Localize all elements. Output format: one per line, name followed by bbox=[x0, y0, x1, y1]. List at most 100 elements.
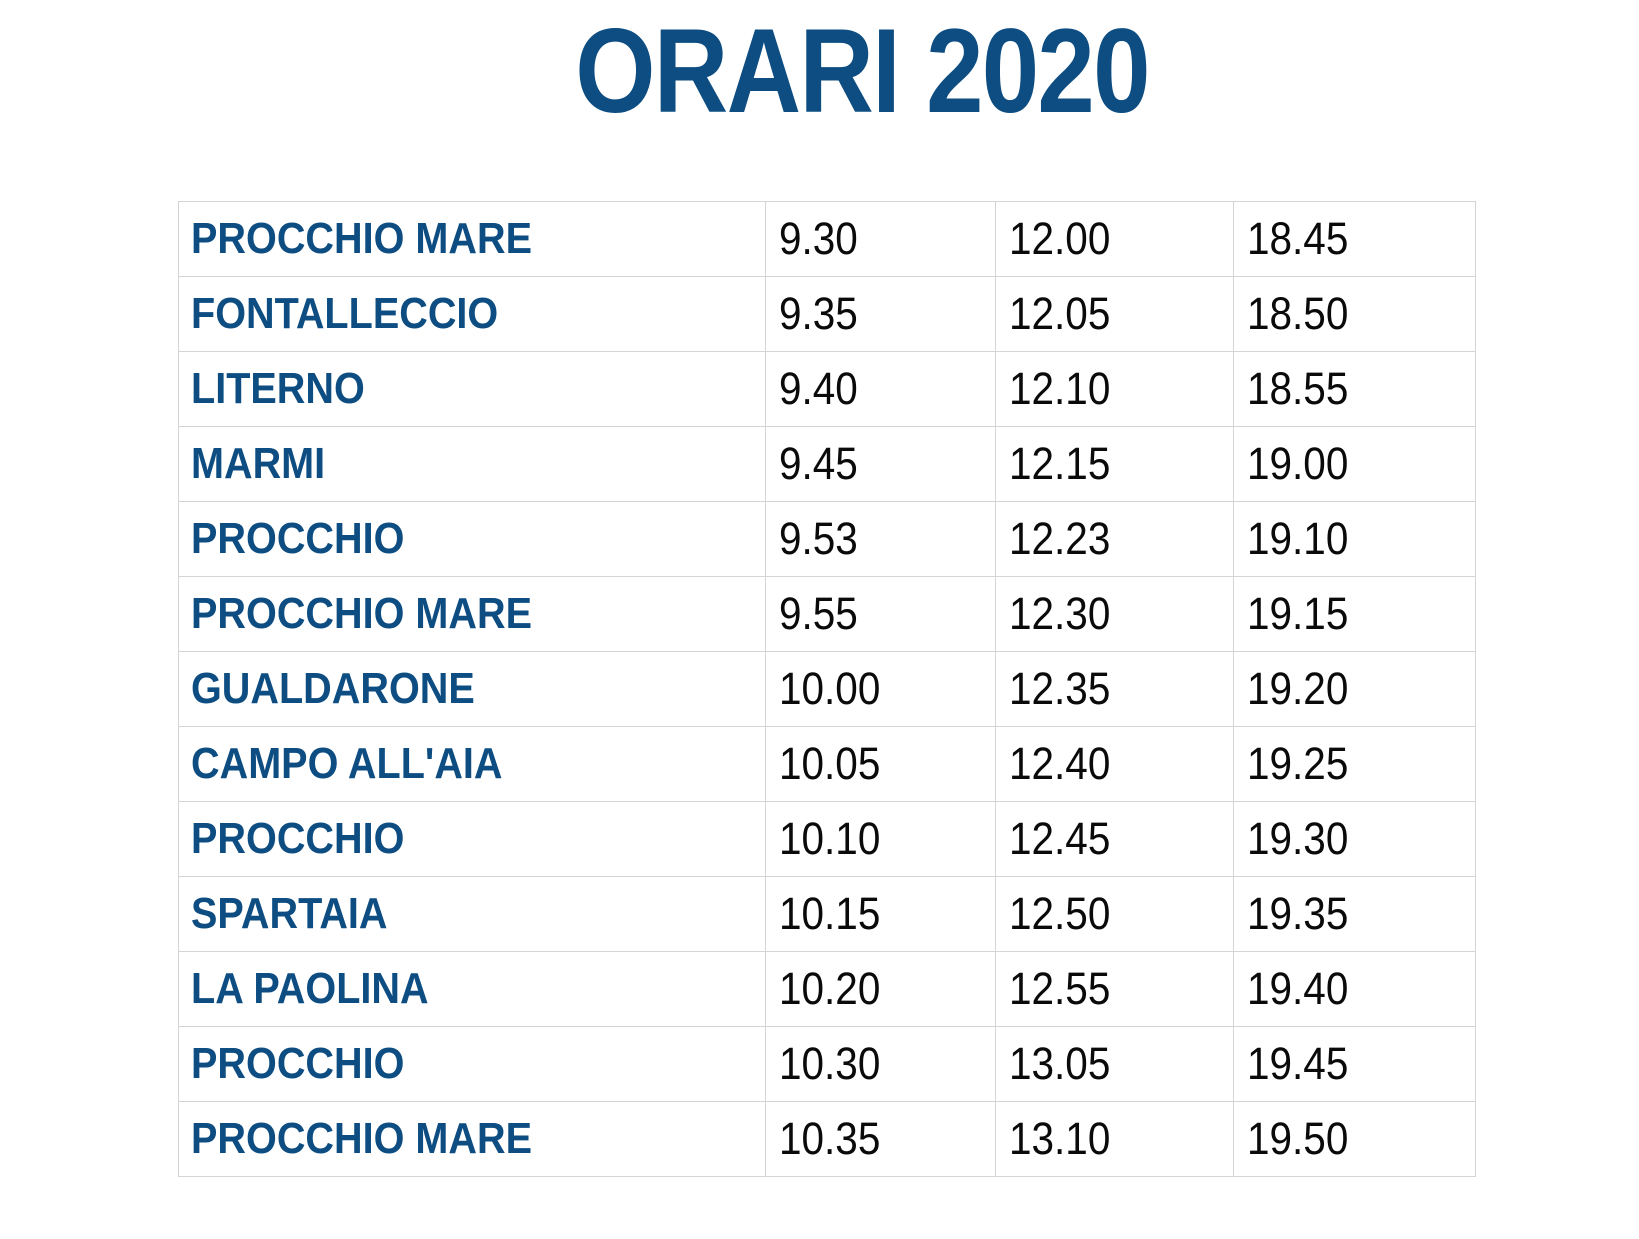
departure-time: 19.35 bbox=[1247, 888, 1349, 939]
departure-time: 9.30 bbox=[779, 213, 858, 264]
table-row: PROCCHIO MARE 10.35 13.10 19.50 bbox=[178, 1101, 1476, 1177]
table-row: GUALDARONE 10.00 12.35 19.20 bbox=[178, 651, 1476, 727]
departure-time: 19.30 bbox=[1247, 813, 1349, 864]
time-cell-2: 12.55 bbox=[995, 951, 1234, 1027]
time-cell-3: 19.30 bbox=[1233, 801, 1476, 877]
departure-time: 12.35 bbox=[1009, 663, 1111, 714]
table-row: MARMI 9.45 12.15 19.00 bbox=[178, 426, 1476, 502]
departure-time: 18.45 bbox=[1247, 213, 1349, 264]
station-name: PROCCHIO bbox=[191, 514, 405, 563]
departure-time: 10.05 bbox=[779, 738, 881, 789]
departure-time: 19.20 bbox=[1247, 663, 1349, 714]
departure-time: 19.40 bbox=[1247, 963, 1349, 1014]
departure-time: 19.45 bbox=[1247, 1038, 1349, 1089]
departure-time: 10.10 bbox=[779, 813, 881, 864]
time-cell-3: 18.45 bbox=[1233, 201, 1476, 277]
time-cell-2: 12.10 bbox=[995, 351, 1234, 427]
station-cell: CAMPO ALL'AIA bbox=[178, 726, 766, 802]
table-row: PROCCHIO 10.10 12.45 19.30 bbox=[178, 801, 1476, 877]
station-cell: PROCCHIO MARE bbox=[178, 576, 766, 652]
table-row: CAMPO ALL'AIA 10.05 12.40 19.25 bbox=[178, 726, 1476, 802]
departure-time: 9.53 bbox=[779, 513, 858, 564]
station-name: FONTALLECCIO bbox=[191, 289, 499, 338]
time-cell-3: 19.20 bbox=[1233, 651, 1476, 727]
station-name: LA PAOLINA bbox=[191, 964, 429, 1013]
time-cell-3: 19.35 bbox=[1233, 876, 1476, 952]
table-row: PROCCHIO 9.53 12.23 19.10 bbox=[178, 501, 1476, 577]
departure-time: 10.30 bbox=[779, 1038, 881, 1089]
time-cell-2: 12.23 bbox=[995, 501, 1234, 577]
table-row: LA PAOLINA 10.20 12.55 19.40 bbox=[178, 951, 1476, 1027]
station-cell: PROCCHIO MARE bbox=[178, 1101, 766, 1177]
table-row: LITERNO 9.40 12.10 18.55 bbox=[178, 351, 1476, 427]
time-cell-3: 19.00 bbox=[1233, 426, 1476, 502]
departure-time: 12.15 bbox=[1009, 438, 1111, 489]
page-title: ORARI 2020 bbox=[575, 4, 1150, 138]
station-name: PROCCHIO MARE bbox=[191, 1114, 533, 1163]
time-cell-2: 12.00 bbox=[995, 201, 1234, 277]
station-name: GUALDARONE bbox=[191, 664, 475, 713]
departure-time: 10.35 bbox=[779, 1113, 881, 1164]
time-cell-1: 10.15 bbox=[765, 876, 996, 952]
station-cell: LA PAOLINA bbox=[178, 951, 766, 1027]
departure-time: 13.05 bbox=[1009, 1038, 1111, 1089]
time-cell-1: 10.10 bbox=[765, 801, 996, 877]
time-cell-3: 19.15 bbox=[1233, 576, 1476, 652]
departure-time: 18.50 bbox=[1247, 288, 1349, 339]
departure-time: 10.00 bbox=[779, 663, 881, 714]
departure-time: 12.00 bbox=[1009, 213, 1111, 264]
table-row: PROCCHIO MARE 9.55 12.30 19.15 bbox=[178, 576, 1476, 652]
time-cell-1: 10.00 bbox=[765, 651, 996, 727]
station-cell: PROCCHIO MARE bbox=[178, 201, 766, 277]
time-cell-1: 10.35 bbox=[765, 1101, 996, 1177]
time-cell-2: 12.50 bbox=[995, 876, 1234, 952]
time-cell-1: 9.35 bbox=[765, 276, 996, 352]
table-row: FONTALLECCIO 9.35 12.05 18.50 bbox=[178, 276, 1476, 352]
time-cell-2: 12.30 bbox=[995, 576, 1234, 652]
time-cell-1: 9.40 bbox=[765, 351, 996, 427]
departure-time: 13.10 bbox=[1009, 1113, 1111, 1164]
time-cell-2: 12.15 bbox=[995, 426, 1234, 502]
departure-time: 19.50 bbox=[1247, 1113, 1349, 1164]
departure-time: 19.15 bbox=[1247, 588, 1349, 639]
departure-time: 9.45 bbox=[779, 438, 858, 489]
time-cell-2: 13.05 bbox=[995, 1026, 1234, 1102]
departure-time: 12.50 bbox=[1009, 888, 1111, 939]
departure-time: 10.20 bbox=[779, 963, 881, 1014]
departure-time: 19.25 bbox=[1247, 738, 1349, 789]
table-row: PROCCHIO MARE 9.30 12.00 18.45 bbox=[178, 201, 1476, 277]
time-cell-2: 13.10 bbox=[995, 1101, 1234, 1177]
time-cell-3: 19.50 bbox=[1233, 1101, 1476, 1177]
departure-time: 12.55 bbox=[1009, 963, 1111, 1014]
departure-time: 10.15 bbox=[779, 888, 881, 939]
departure-time: 12.23 bbox=[1009, 513, 1111, 564]
time-cell-1: 9.55 bbox=[765, 576, 996, 652]
timetable: PROCCHIO MARE 9.30 12.00 18.45 FONTALLEC… bbox=[178, 201, 1476, 1177]
station-cell: GUALDARONE bbox=[178, 651, 766, 727]
departure-time: 12.45 bbox=[1009, 813, 1111, 864]
time-cell-3: 18.50 bbox=[1233, 276, 1476, 352]
station-name: SPARTAIA bbox=[191, 889, 388, 938]
time-cell-3: 19.40 bbox=[1233, 951, 1476, 1027]
time-cell-2: 12.45 bbox=[995, 801, 1234, 877]
table-row: SPARTAIA 10.15 12.50 19.35 bbox=[178, 876, 1476, 952]
station-name: LITERNO bbox=[191, 364, 365, 413]
time-cell-1: 10.30 bbox=[765, 1026, 996, 1102]
time-cell-2: 12.35 bbox=[995, 651, 1234, 727]
station-cell: PROCCHIO bbox=[178, 501, 766, 577]
time-cell-1: 10.05 bbox=[765, 726, 996, 802]
departure-time: 9.40 bbox=[779, 363, 858, 414]
departure-time: 9.55 bbox=[779, 588, 858, 639]
departure-time: 12.10 bbox=[1009, 363, 1111, 414]
station-cell: MARMI bbox=[178, 426, 766, 502]
table-row: PROCCHIO 10.30 13.05 19.45 bbox=[178, 1026, 1476, 1102]
time-cell-3: 18.55 bbox=[1233, 351, 1476, 427]
time-cell-1: 9.53 bbox=[765, 501, 996, 577]
time-cell-3: 19.45 bbox=[1233, 1026, 1476, 1102]
station-name: PROCCHIO bbox=[191, 814, 405, 863]
departure-time: 19.00 bbox=[1247, 438, 1349, 489]
station-cell: LITERNO bbox=[178, 351, 766, 427]
time-cell-3: 19.25 bbox=[1233, 726, 1476, 802]
time-cell-2: 12.05 bbox=[995, 276, 1234, 352]
time-cell-1: 10.20 bbox=[765, 951, 996, 1027]
